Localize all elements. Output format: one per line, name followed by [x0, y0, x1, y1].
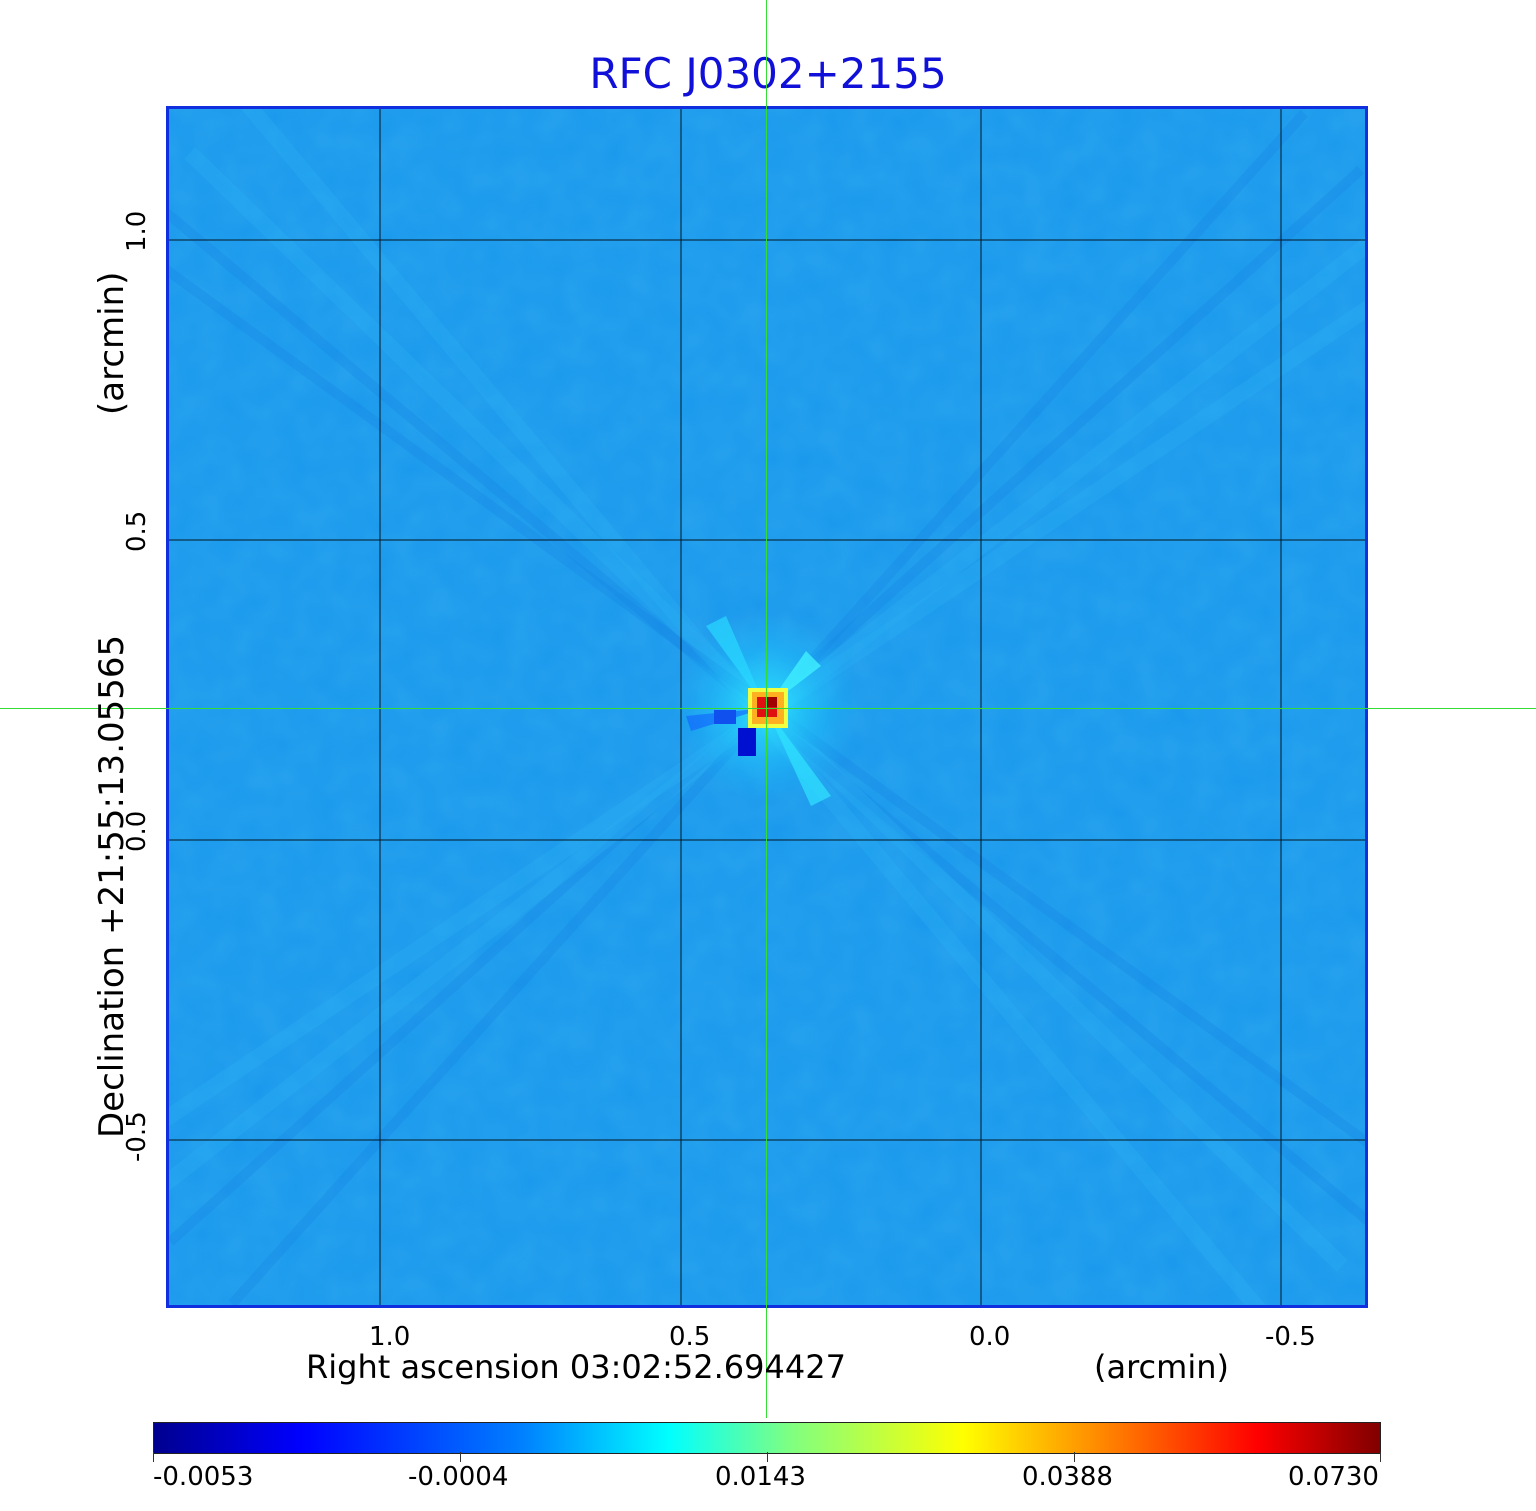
y-axis-unit: (arcmin) — [92, 271, 132, 415]
sidelobe-arm — [766, 708, 831, 806]
colorbar-tick-label: -0.0004 — [408, 1462, 509, 1492]
x-tick-label: 1.0 — [369, 1322, 411, 1352]
colorbar-tick — [153, 1452, 154, 1462]
image-title: RFC J0302+2155 — [589, 49, 947, 98]
x-tick-label: 0.5 — [669, 1322, 711, 1352]
sidelobe-arm — [706, 616, 766, 708]
y-tick-label: 1.0 — [122, 210, 152, 252]
source-pixel — [767, 697, 777, 707]
x-axis-unit: (arcmin) — [1094, 1348, 1229, 1386]
colorbar-tick — [460, 1452, 461, 1462]
radio-map-svg — [166, 106, 1368, 1308]
colorbar-tick-label: 0.0143 — [715, 1462, 806, 1492]
y-axis-label: Declination +21:55:13.05565 — [92, 634, 132, 1138]
x-tick-label: -0.5 — [1265, 1322, 1316, 1352]
y-tick-label: 0.5 — [122, 510, 152, 552]
colorbar — [153, 1422, 1381, 1454]
x-axis-label: Right ascension 03:02:52.694427 — [306, 1348, 846, 1386]
colorbar-tick — [1380, 1452, 1381, 1462]
colorbar-tick — [1074, 1452, 1075, 1462]
negative-pixel — [738, 728, 756, 756]
radio-image[interactable] — [166, 106, 1368, 1308]
coordinate-grid — [166, 106, 1368, 1308]
x-tick-label: 0.0 — [969, 1322, 1011, 1352]
colorbar-tick — [767, 1452, 768, 1462]
colorbar-tick-label: 0.0730 — [1288, 1462, 1379, 1492]
negative-pixel — [714, 710, 736, 724]
colorbar-tick-label: -0.0053 — [153, 1462, 254, 1492]
colorbar-tick-label: 0.0388 — [1022, 1462, 1113, 1492]
